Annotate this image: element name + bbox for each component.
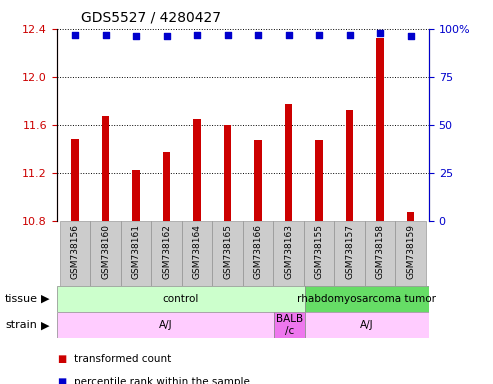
Text: GSM738166: GSM738166: [253, 224, 263, 279]
Bar: [305, 286, 429, 312]
Bar: [212, 221, 243, 286]
Bar: [132, 170, 140, 221]
Bar: [193, 119, 201, 221]
Text: GSM738158: GSM738158: [376, 224, 385, 279]
Bar: [57, 286, 305, 312]
Bar: [57, 312, 274, 338]
Point: [254, 31, 262, 38]
Bar: [224, 125, 231, 221]
Text: transformed count: transformed count: [74, 354, 171, 364]
Text: GSM738156: GSM738156: [70, 224, 79, 279]
Text: GSM738165: GSM738165: [223, 224, 232, 279]
Text: GSM738160: GSM738160: [101, 224, 110, 279]
Bar: [407, 212, 415, 221]
Point: [284, 31, 292, 38]
Text: ▶: ▶: [41, 294, 49, 304]
Text: percentile rank within the sample: percentile rank within the sample: [74, 377, 250, 384]
Text: strain: strain: [5, 320, 37, 330]
Bar: [315, 141, 323, 221]
Text: GSM738162: GSM738162: [162, 224, 171, 279]
Bar: [346, 110, 353, 221]
Text: GDS5527 / 4280427: GDS5527 / 4280427: [81, 10, 221, 24]
Text: ▶: ▶: [41, 320, 49, 330]
Bar: [376, 38, 384, 221]
Text: A/J: A/J: [158, 320, 172, 330]
Bar: [102, 116, 109, 221]
Point: [102, 31, 109, 38]
Bar: [304, 221, 334, 286]
Point: [407, 33, 415, 40]
Point: [163, 33, 171, 40]
Text: BALB
/c: BALB /c: [276, 314, 303, 336]
Text: ■: ■: [57, 354, 66, 364]
Bar: [273, 221, 304, 286]
Point: [71, 31, 79, 38]
Text: ■: ■: [57, 377, 66, 384]
Bar: [163, 152, 171, 221]
Text: control: control: [163, 294, 199, 304]
Bar: [60, 221, 90, 286]
Point: [376, 30, 384, 36]
Point: [315, 31, 323, 38]
Text: GSM738159: GSM738159: [406, 224, 415, 279]
Text: rhabdomyosarcoma tumor: rhabdomyosarcoma tumor: [297, 294, 436, 304]
Bar: [334, 221, 365, 286]
Text: GSM738164: GSM738164: [193, 224, 202, 279]
Bar: [121, 221, 151, 286]
Text: GSM738157: GSM738157: [345, 224, 354, 279]
Text: GSM738161: GSM738161: [132, 224, 141, 279]
Bar: [395, 221, 426, 286]
Bar: [305, 312, 429, 338]
Point: [132, 33, 140, 40]
Bar: [285, 104, 292, 221]
Bar: [71, 139, 79, 221]
Text: GSM738155: GSM738155: [315, 224, 323, 279]
Bar: [243, 221, 273, 286]
Bar: [254, 141, 262, 221]
Point: [224, 31, 232, 38]
Point: [193, 31, 201, 38]
Text: GSM738163: GSM738163: [284, 224, 293, 279]
Text: A/J: A/J: [360, 320, 374, 330]
Bar: [90, 221, 121, 286]
Bar: [274, 312, 305, 338]
Point: [346, 31, 353, 38]
Bar: [151, 221, 182, 286]
Text: tissue: tissue: [5, 294, 38, 304]
Bar: [182, 221, 212, 286]
Bar: [365, 221, 395, 286]
